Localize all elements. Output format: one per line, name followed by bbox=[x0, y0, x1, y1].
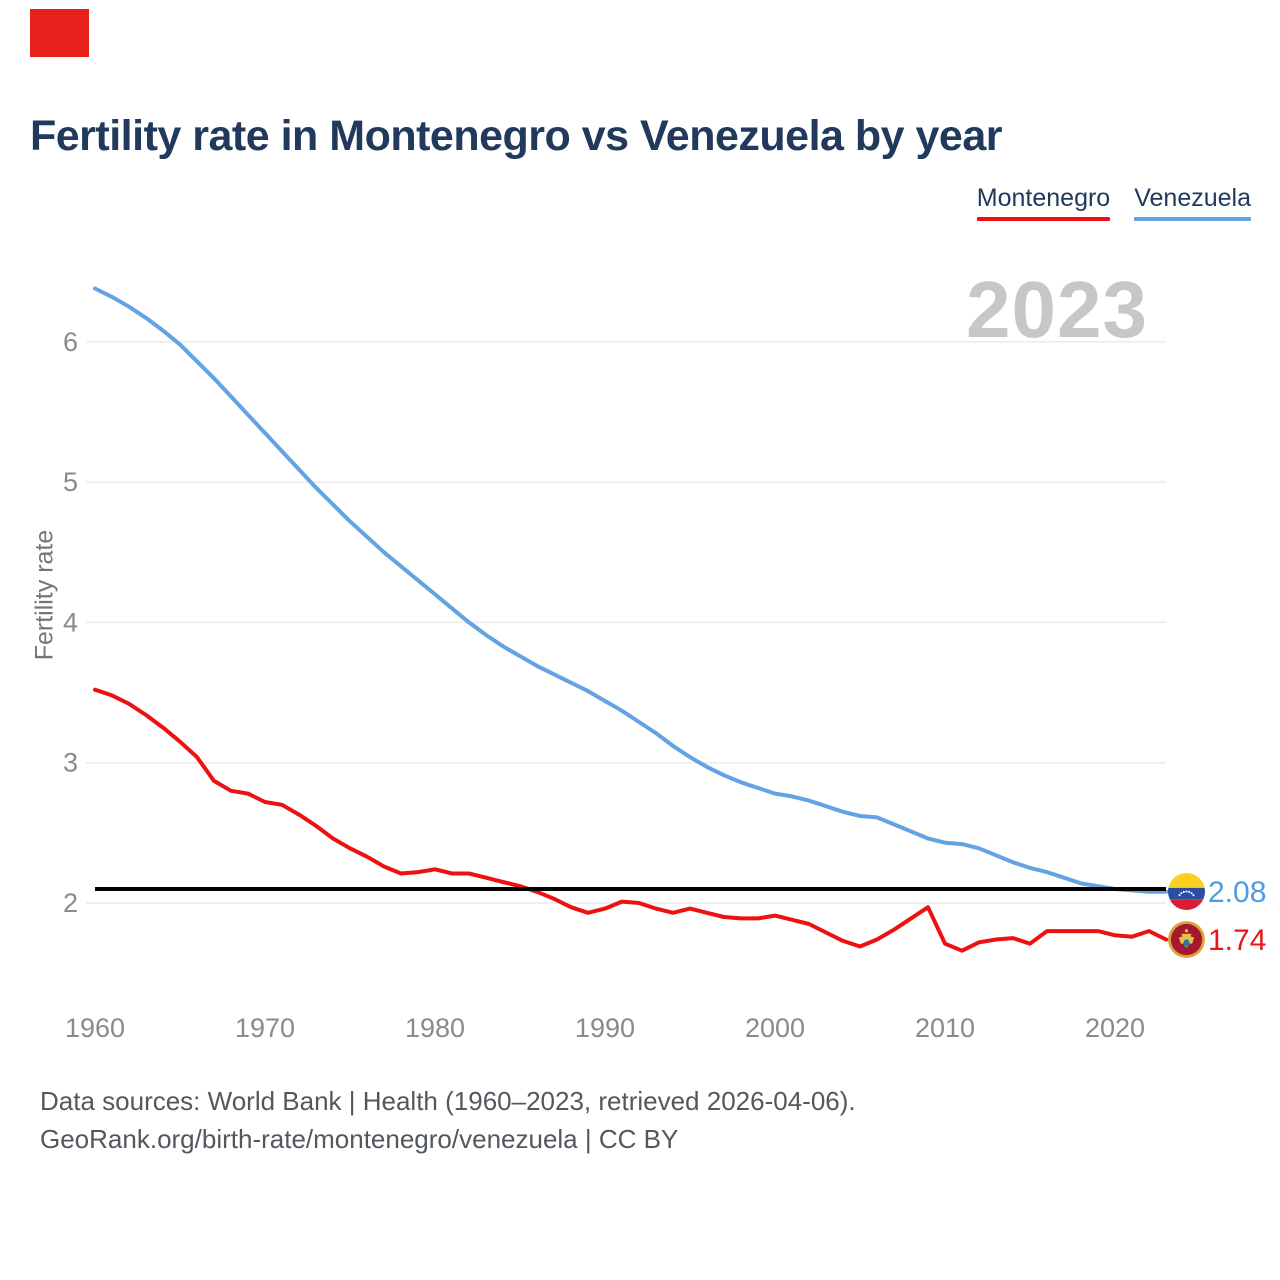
end-value-montenegro: 1.74 bbox=[1208, 924, 1267, 957]
red-marker bbox=[30, 9, 89, 57]
footer-attribution: GeoRank.org/birth-rate/montenegro/venezu… bbox=[40, 1123, 679, 1154]
x-tick-label: 1960 bbox=[65, 1013, 125, 1043]
footer-sources: Data sources: World Bank | Health (1960–… bbox=[40, 1086, 856, 1116]
x-tick-label: 2000 bbox=[745, 1013, 805, 1043]
page-title: Fertility rate in Montenegro vs Venezuel… bbox=[30, 112, 1003, 160]
y-tick-label: 2 bbox=[63, 888, 78, 918]
legend-label-montenegro: Montenegro bbox=[976, 184, 1111, 212]
venezuela-flag-icon bbox=[1168, 873, 1205, 910]
year-watermark: 2023 bbox=[966, 265, 1148, 354]
montenegro-flag-icon bbox=[1168, 921, 1205, 958]
y-tick-label: 6 bbox=[63, 327, 78, 357]
legend-item-montenegro[interactable]: Montenegro bbox=[976, 184, 1111, 221]
legend: Montenegro Venezuela bbox=[976, 184, 1251, 221]
x-tick-label: 2010 bbox=[915, 1013, 975, 1043]
x-tick-label: 1970 bbox=[235, 1013, 295, 1043]
end-value-venezuela: 2.08 bbox=[1208, 876, 1267, 909]
footer: Data sources: World Bank | Health (1960–… bbox=[40, 1083, 856, 1158]
series-line-montenegro bbox=[93, 687, 1168, 953]
y-tick-label: 5 bbox=[63, 467, 78, 497]
legend-underline-venezuela bbox=[1134, 217, 1251, 221]
x-tick-label: 2020 bbox=[1085, 1013, 1145, 1043]
legend-underline-montenegro bbox=[976, 217, 1111, 221]
x-tick-label: 1990 bbox=[575, 1013, 635, 1043]
series-line-venezuela bbox=[93, 286, 1168, 894]
y-tick-label: 4 bbox=[63, 607, 78, 637]
legend-item-venezuela[interactable]: Venezuela bbox=[1134, 184, 1251, 221]
x-tick-label: 1980 bbox=[405, 1013, 465, 1043]
y-tick-label: 3 bbox=[63, 748, 78, 778]
legend-label-venezuela: Venezuela bbox=[1134, 184, 1251, 212]
